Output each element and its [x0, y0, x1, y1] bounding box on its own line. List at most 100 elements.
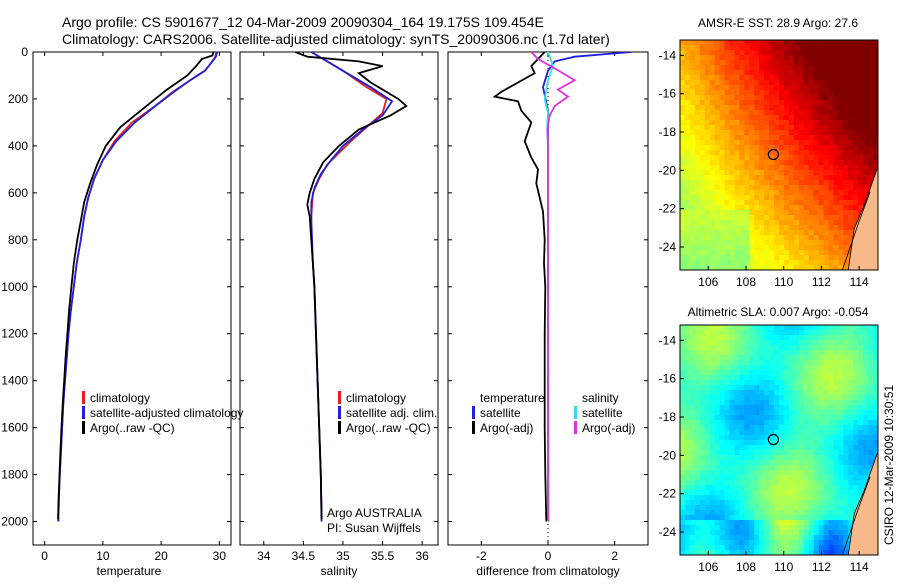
map-cell [694, 535, 701, 541]
map-cell [769, 465, 775, 471]
map-cell [729, 225, 735, 231]
map-cell [783, 195, 790, 201]
map-cell [744, 240, 750, 246]
map-cell [729, 395, 735, 401]
map-cell [843, 380, 849, 386]
map-cell [863, 460, 869, 466]
map-cell [808, 100, 815, 106]
map-cell [684, 85, 691, 91]
map-cell [759, 435, 765, 441]
map-cell [724, 200, 730, 206]
map-cell [739, 115, 745, 121]
map-cell [734, 255, 740, 261]
map-cell [714, 165, 720, 171]
map-cell [694, 130, 701, 136]
map-cell [808, 400, 815, 406]
map-cell [803, 150, 810, 156]
map-cell [729, 230, 735, 236]
map-cell [788, 150, 795, 156]
map-cell [694, 260, 701, 266]
map-cell [873, 380, 879, 386]
map-cell [734, 380, 740, 386]
map-cell [823, 60, 829, 66]
map-cell [843, 450, 849, 456]
map-cell [719, 235, 725, 241]
map-cell [823, 95, 829, 101]
map-cell [769, 265, 775, 271]
map-cell [714, 105, 720, 111]
map-cell [833, 340, 839, 346]
map-cell [863, 420, 869, 426]
map-cell [719, 60, 725, 66]
map-cell [818, 475, 824, 481]
map-cell [868, 155, 874, 161]
map-cell [808, 215, 815, 221]
map-cell [759, 45, 765, 51]
map-cell [709, 85, 716, 91]
map-cell [724, 185, 730, 191]
map-cell [828, 240, 834, 246]
map-cell [729, 495, 735, 501]
map-cell [709, 360, 716, 366]
map-cell [684, 370, 691, 376]
map-cell [843, 455, 849, 461]
map-cell [868, 380, 874, 386]
map-cell [838, 120, 844, 126]
map-cell [848, 215, 854, 221]
map-cell [848, 130, 854, 136]
map-cell [803, 130, 810, 136]
map-cell [779, 220, 785, 226]
map-cell [808, 540, 815, 546]
map-cell [788, 200, 795, 206]
map-cell [838, 260, 844, 266]
map-cell [828, 130, 834, 136]
map-cell [813, 475, 819, 481]
map-cell [863, 60, 869, 66]
map-cell [680, 205, 686, 211]
map-cell [838, 475, 844, 481]
map-cell [704, 480, 711, 486]
map-cell [828, 345, 834, 351]
map-cell [793, 145, 800, 151]
legend-label-sal-satellite: satellite [582, 406, 623, 420]
map-cell [808, 250, 815, 256]
map-cell [788, 340, 795, 346]
map-cell [838, 40, 844, 46]
map-cell [843, 120, 849, 126]
map-cell [680, 395, 686, 401]
map-cell [833, 45, 839, 51]
map-cell [689, 365, 696, 371]
map-cell [808, 140, 815, 146]
map-cell [828, 480, 834, 486]
map-cell [808, 395, 815, 401]
map-cell [853, 450, 859, 456]
map-cell [853, 335, 859, 341]
map-cell [788, 520, 795, 526]
map-cell [680, 60, 686, 66]
map-cell [828, 260, 834, 266]
map-cell [709, 375, 716, 381]
map-cell [779, 160, 785, 166]
map-x-tick-label: 110 [774, 275, 793, 289]
map-cell [848, 460, 854, 466]
map-cell [838, 505, 844, 511]
map-cell [779, 235, 785, 241]
map-cell [699, 200, 706, 206]
map-cell [764, 515, 770, 521]
map-cell [803, 370, 810, 376]
map-cell [818, 510, 824, 516]
map-cell [843, 345, 849, 351]
map-cell [808, 430, 815, 436]
map-cell [798, 150, 805, 156]
map-cell [813, 395, 819, 401]
map-cell [803, 365, 810, 371]
map-cell [828, 150, 834, 156]
map-cell [709, 370, 716, 376]
map-cell [754, 70, 760, 76]
map-cell [848, 335, 854, 341]
map-cell [694, 430, 701, 436]
map-cell [680, 420, 686, 426]
map-cell [680, 425, 686, 431]
map-cell [848, 170, 854, 176]
map-cell [788, 500, 795, 506]
